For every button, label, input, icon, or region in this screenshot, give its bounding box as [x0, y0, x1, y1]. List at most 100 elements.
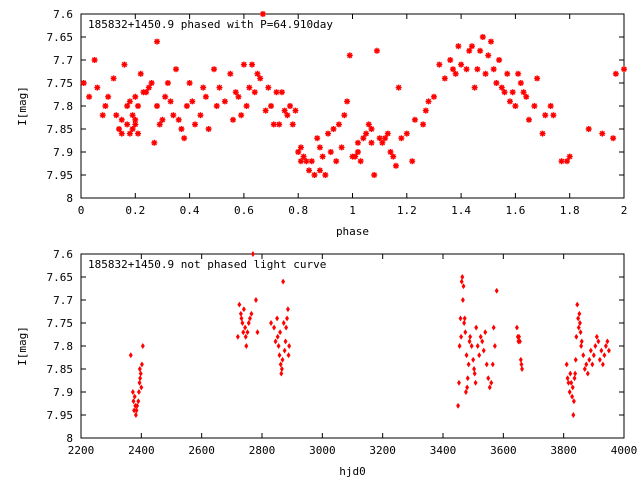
data-point — [363, 130, 370, 137]
data-point — [575, 301, 580, 308]
data-point — [447, 57, 454, 63]
data-point — [192, 121, 199, 128]
data-point — [483, 329, 488, 336]
data-point — [124, 103, 131, 109]
data-point — [368, 126, 375, 132]
y-tick-label: 8 — [66, 432, 73, 445]
data-point — [273, 338, 278, 345]
data-point — [284, 112, 291, 119]
data-point — [486, 375, 491, 382]
data-point — [458, 315, 463, 322]
chart-panel-1: 0 0.2 0.4 0.6 0.8 1 1.2 1.4 1.6 1.8 2 7.6 7.65 7.7 7.7… — [16, 8, 627, 238]
data-point — [493, 80, 500, 86]
data-point — [276, 343, 281, 349]
data-point — [577, 320, 582, 326]
data-point — [286, 352, 291, 359]
data-point — [463, 389, 468, 395]
data-point — [603, 343, 608, 349]
data-point — [281, 320, 286, 326]
data-point — [621, 66, 627, 73]
data-point — [325, 130, 332, 137]
data-point — [517, 80, 524, 86]
y-tick-label: 7.8 — [53, 100, 73, 113]
plot-frame — [80, 253, 625, 439]
data-point — [588, 347, 593, 354]
data-point — [485, 52, 492, 59]
data-point — [86, 93, 93, 100]
data-point — [246, 320, 251, 326]
y-tick-label: 7.75 — [47, 317, 74, 330]
data-point — [110, 75, 117, 82]
data-point — [281, 107, 288, 114]
data-point — [243, 324, 248, 331]
data-point — [354, 149, 361, 155]
data-point — [138, 370, 143, 377]
data-point — [237, 301, 242, 308]
data-point — [344, 98, 351, 105]
data-point — [118, 130, 125, 137]
data-point — [471, 84, 478, 91]
x-tick-label: 4000 — [611, 444, 638, 457]
x-tick-label: 1.6 — [505, 204, 525, 217]
data-point — [181, 135, 188, 142]
data-point — [518, 356, 523, 363]
data-point — [287, 103, 294, 109]
data-point — [240, 320, 245, 326]
y-axis-label: I[mag] — [16, 326, 29, 366]
data-point — [240, 61, 247, 68]
data-point — [573, 356, 578, 363]
data-point — [251, 89, 258, 96]
data-point — [213, 103, 220, 109]
data-point — [468, 43, 475, 50]
y-tick-label: 7.7 — [53, 54, 73, 67]
data-point — [436, 61, 443, 68]
data-point — [238, 112, 245, 119]
data-point — [466, 47, 473, 54]
x-tick-label: 3200 — [369, 444, 396, 457]
data-point — [265, 84, 272, 91]
y-tick-label: 7.95 — [47, 169, 74, 182]
data-point — [175, 116, 182, 123]
data-point — [471, 356, 476, 363]
data-point — [599, 130, 606, 137]
data-point — [464, 352, 469, 359]
y-tick-label: 7.9 — [53, 386, 73, 399]
data-point — [244, 343, 249, 349]
data-point — [478, 333, 483, 340]
data-point — [459, 333, 464, 340]
data-point — [472, 366, 477, 372]
data-point — [91, 57, 98, 63]
data-point — [197, 112, 204, 119]
data-point — [346, 52, 353, 59]
data-point — [430, 93, 437, 100]
data-point — [465, 384, 470, 391]
data-point — [303, 158, 310, 165]
data-point — [262, 107, 269, 114]
data-point — [605, 338, 610, 345]
data-point — [525, 116, 532, 123]
data-point — [131, 398, 136, 405]
data-point — [238, 310, 243, 317]
data-point — [578, 329, 583, 336]
chart-panel-2: 2200 2400 2600 2800 3000 3200 3400 3600 3800 4000… — [16, 248, 637, 478]
data-point — [566, 379, 571, 386]
data-point — [297, 158, 304, 165]
data-point — [461, 283, 466, 290]
data-point — [183, 103, 190, 109]
data-point — [576, 315, 581, 322]
data-point — [368, 139, 375, 146]
data-point — [135, 130, 142, 137]
data-point — [593, 343, 598, 349]
data-point — [566, 153, 573, 160]
data-point — [235, 93, 242, 100]
data-point — [154, 103, 161, 109]
data-point — [130, 389, 135, 395]
data-point — [587, 356, 592, 363]
x-tick-label: 1.8 — [560, 204, 580, 217]
data-point — [512, 103, 519, 109]
data-point — [105, 93, 112, 100]
data-point — [268, 103, 275, 109]
data-point — [289, 121, 296, 128]
data-point — [235, 333, 240, 340]
